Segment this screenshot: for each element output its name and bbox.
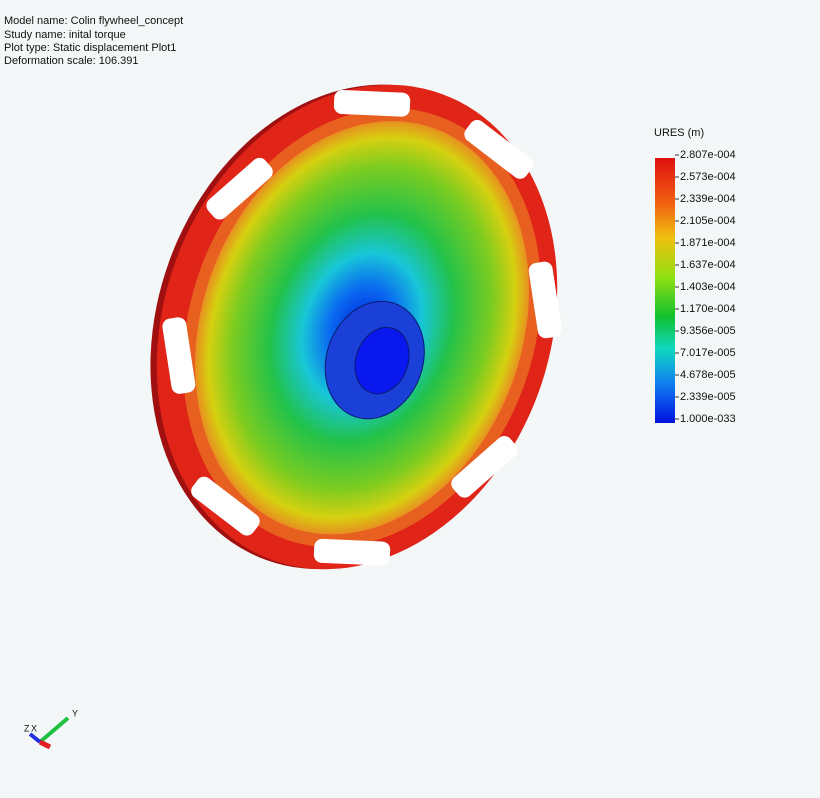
study-name: Study name: inital torque <box>4 29 126 41</box>
plot-type: Plot type: Static displacement Plot1 <box>4 42 176 54</box>
legend-colorbar <box>655 158 675 423</box>
legend-label: 7.017e-005 <box>680 347 736 359</box>
legend-label: 9.356e-005 <box>680 325 736 337</box>
legend-label: 1.403e-004 <box>680 281 736 293</box>
deformation-scale: Deformation scale: 106.391 <box>4 55 139 67</box>
slot <box>451 435 518 498</box>
legend-label: 2.105e-004 <box>680 215 736 227</box>
slot <box>162 317 196 394</box>
slot <box>464 119 533 179</box>
slot <box>206 157 273 220</box>
slot <box>528 261 562 339</box>
legend-label: 2.339e-005 <box>680 391 736 403</box>
legend-label: 2.807e-004 <box>680 149 736 161</box>
triad-y: Y <box>72 708 78 718</box>
model-name: Model name: Colin flywheel_concept <box>4 15 183 27</box>
legend-label: 1.000e-033 <box>680 413 736 425</box>
flywheel-model <box>150 84 562 570</box>
legend-label: 2.573e-004 <box>680 171 736 183</box>
legend-label: 1.871e-004 <box>680 237 736 249</box>
legend-label: 1.637e-004 <box>680 259 736 271</box>
legend-label: 4.678e-005 <box>680 369 736 381</box>
legend-title: URES (m) <box>654 127 704 139</box>
axis-triad: Z X Y <box>24 708 78 750</box>
legend-label: 2.339e-004 <box>680 193 736 205</box>
triad-x: X <box>31 723 37 733</box>
legend-label: 1.170e-004 <box>680 303 736 315</box>
slot <box>333 89 411 117</box>
slot <box>191 476 260 536</box>
triad-z: Z <box>24 723 30 733</box>
slot <box>313 538 391 566</box>
